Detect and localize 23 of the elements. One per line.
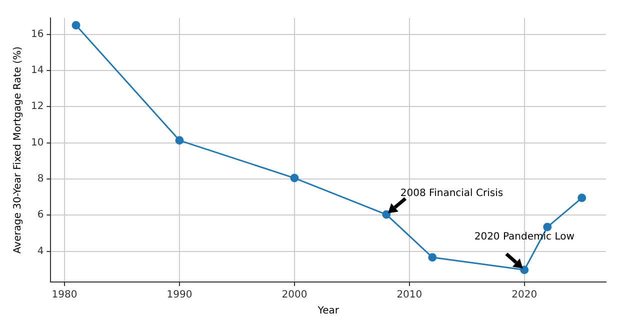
point [175, 136, 184, 145]
point [520, 266, 529, 274]
point [428, 253, 437, 262]
annotation: 2008 Financial Crisis [400, 188, 504, 200]
point [382, 210, 391, 219]
y-axis-title: Average 30-Year Fixed Mortgage Rate (%) [12, 46, 24, 254]
y-tick-label: 16 [30, 28, 44, 40]
x-tick-label: 1980 [52, 290, 78, 301]
x-axis-title: Year [316, 306, 340, 317]
point [290, 174, 299, 182]
x-tick-label: 2010 [396, 290, 422, 301]
x-tick-label: 2020 [512, 290, 538, 301]
y-tick-label: 4 [37, 246, 44, 257]
y-tick-label: 6 [37, 210, 44, 221]
y-tick-label: 8 [37, 174, 44, 185]
x-tick-label: 2000 [282, 290, 308, 301]
y-tick-label: 14 [30, 65, 44, 76]
point [72, 20, 80, 30]
point [578, 194, 586, 202]
y-tick-label: 12 [30, 101, 44, 112]
point [543, 222, 552, 232]
y-tick-label: 10 [30, 137, 44, 148]
x-tick-label: 1990 [166, 290, 192, 301]
